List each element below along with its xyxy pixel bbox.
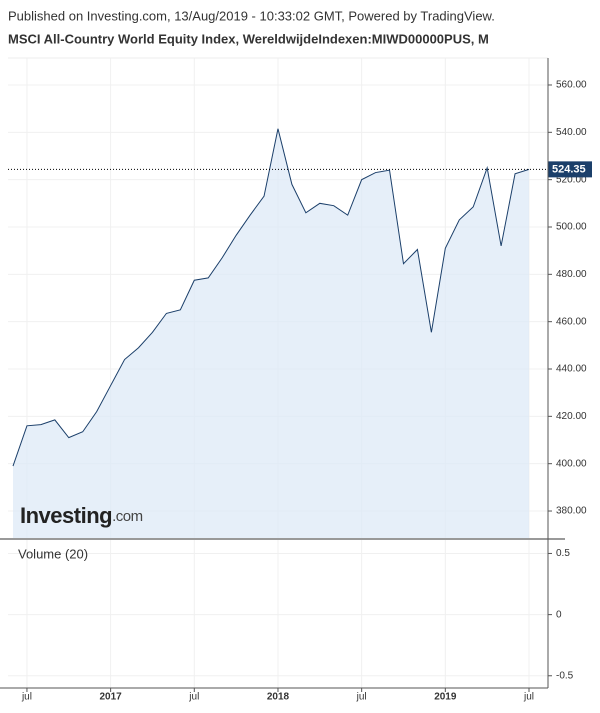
y-tick-label: 380.00 xyxy=(556,506,587,517)
last-price-label: 524.35 xyxy=(552,163,586,175)
x-tick-label: 2018 xyxy=(267,692,290,703)
watermark: Investing.com xyxy=(20,503,143,528)
pane-title: Volume (20) xyxy=(18,546,88,561)
y-tick-label: 400.00 xyxy=(556,458,587,469)
x-tick-label: 2019 xyxy=(434,692,457,703)
y-tick-label: 440.00 xyxy=(556,364,587,375)
y-tick-label: 560.00 xyxy=(556,80,587,91)
x-tick-label: 2017 xyxy=(99,692,122,703)
line xyxy=(12,128,530,467)
y-tick-label: 540.00 xyxy=(556,127,587,138)
y-tick-label: 500.00 xyxy=(556,222,587,233)
y-tick-label: 480.00 xyxy=(556,269,587,280)
last-price-box xyxy=(548,161,592,178)
area xyxy=(13,128,529,538)
y-tick-label: 460.00 xyxy=(556,316,587,327)
y-tick-label: -0.5 xyxy=(556,670,574,681)
chart-title: MSCI All-Country World Equity Index, Wer… xyxy=(8,31,489,46)
x-tick-label: jul xyxy=(188,692,199,703)
x-tick-label: jul xyxy=(21,692,32,703)
published-note: Published on Investing.com, 13/Aug/2019 … xyxy=(8,8,495,23)
watermark-domain: .com xyxy=(112,508,143,525)
y-tick-label: 0.5 xyxy=(556,548,570,559)
y-tick-label: 0 xyxy=(556,609,562,620)
x-tick-label: jul xyxy=(523,692,534,703)
y-tick-label: 420.00 xyxy=(556,411,587,422)
x-tick-label: jul xyxy=(356,692,367,703)
y-tick-label: 520.00 xyxy=(556,174,587,185)
watermark-brand: Investing xyxy=(20,503,112,528)
